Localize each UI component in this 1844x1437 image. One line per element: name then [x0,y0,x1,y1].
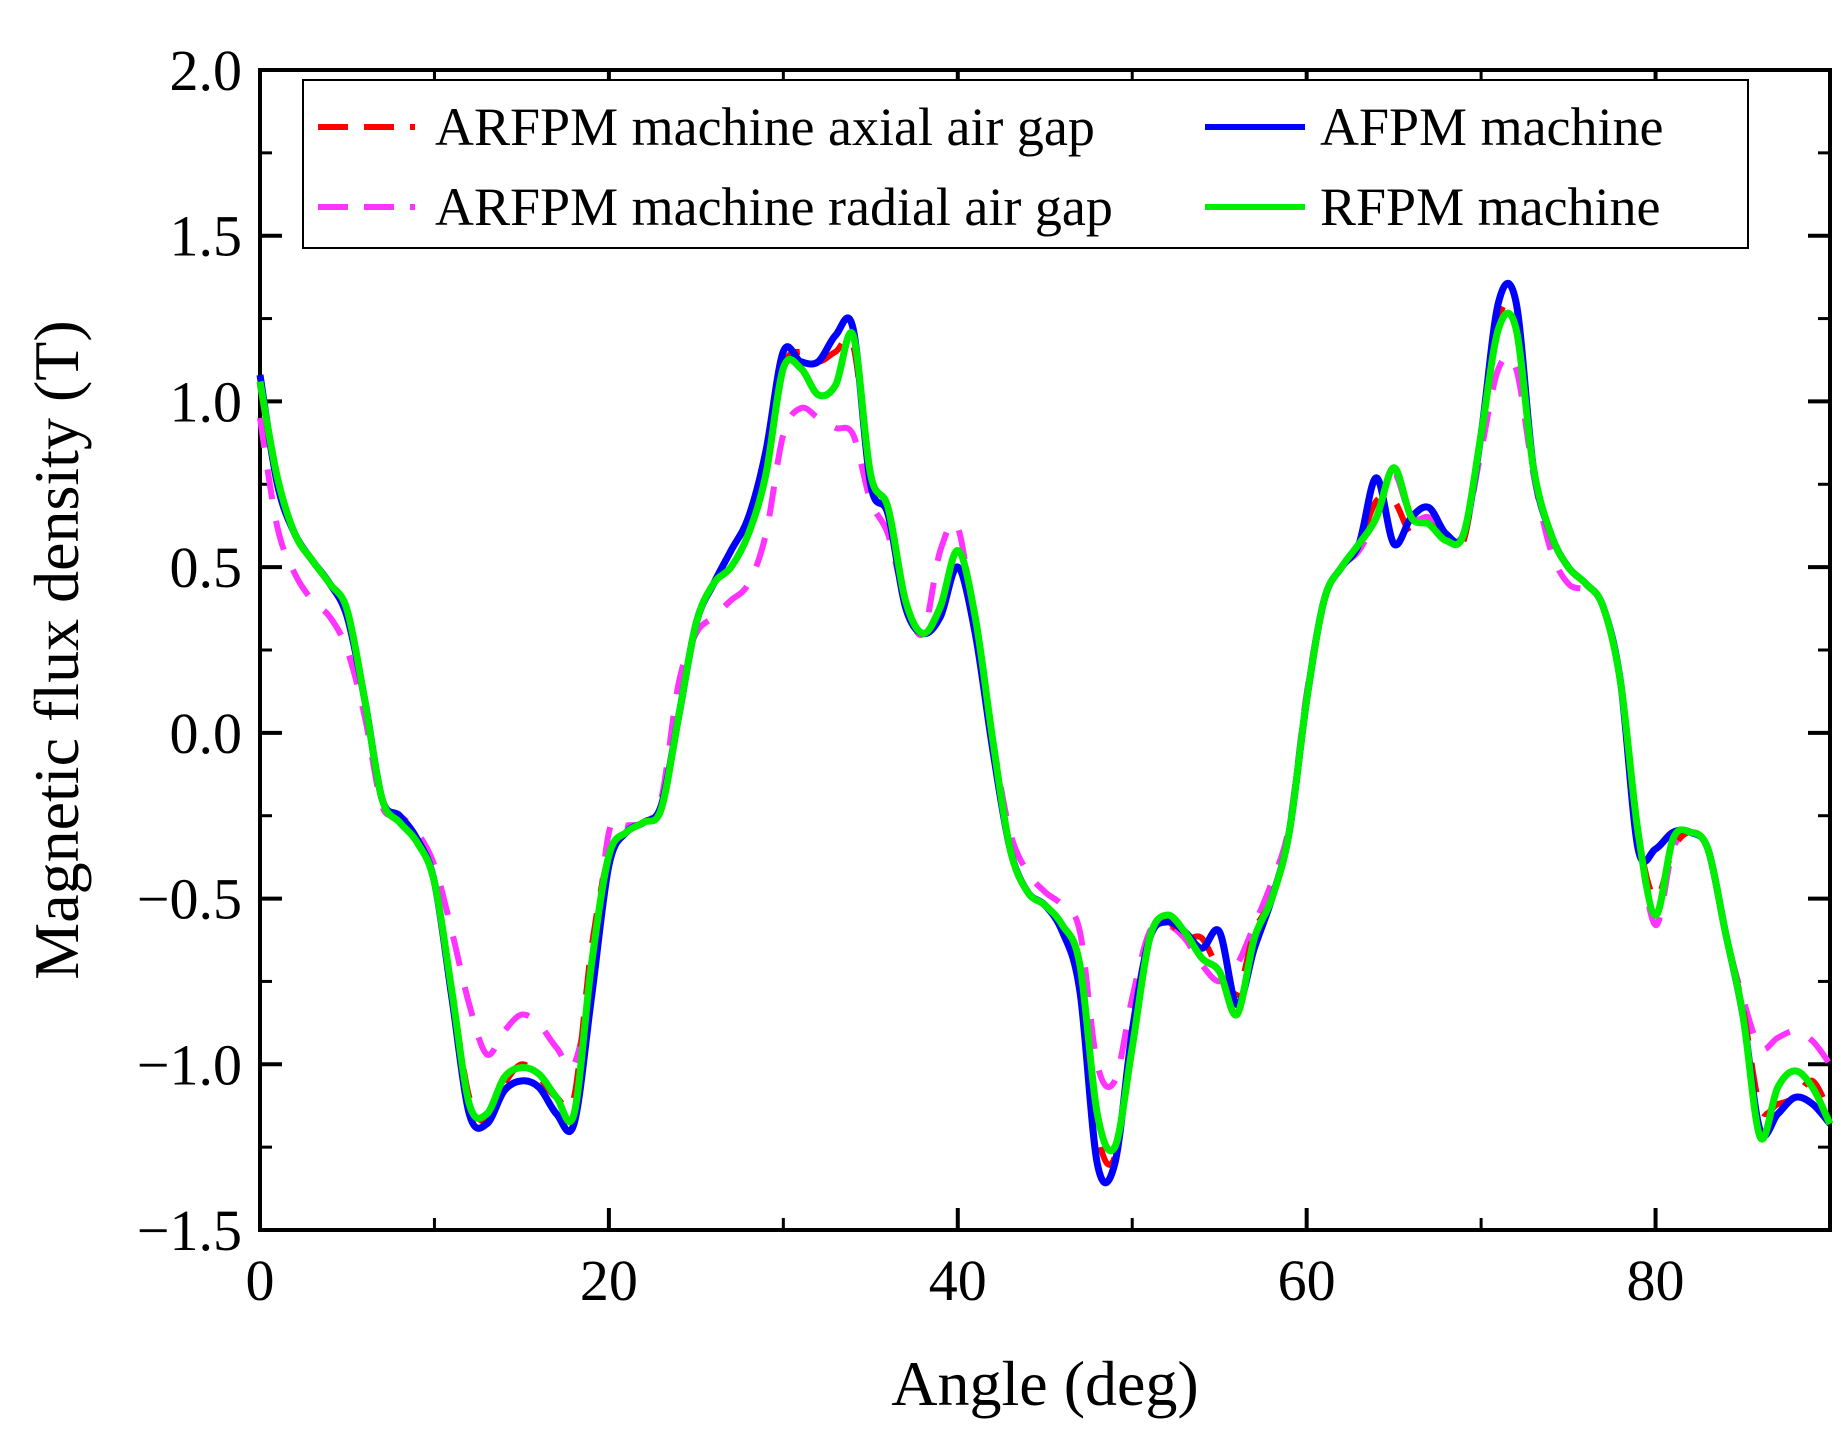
series-line-arfpm-axial [257,298,1833,1168]
legend-label-rfpm: RFPM machine [1320,177,1661,237]
legend-label-arfpm-axial: ARFPM machine axial air gap [435,97,1095,157]
x-tick-label: 80 [1627,1248,1685,1313]
y-tick-label: 2.0 [170,38,243,103]
y-tick-label: −1.0 [137,1032,242,1097]
y-tick-label: 1.0 [170,369,243,434]
x-tick-label: 40 [929,1248,987,1313]
legend-label-afpm: AFPM machine [1320,97,1664,157]
legend: ARFPM machine axial air gap AFPM machine… [302,79,1749,249]
series-line-afpm [256,279,1833,1187]
x-tick-label: 0 [246,1248,275,1313]
series-line-rfpm [256,309,1834,1155]
series-line-arfpm-radial [257,353,1833,1091]
y-tick-label: −1.5 [137,1198,242,1263]
series-layer [256,279,1834,1187]
y-tick-label: 1.5 [170,204,243,269]
x-tick-label: 20 [580,1248,638,1313]
y-tick-label: 0.5 [170,535,243,600]
legend-box [302,79,1749,249]
axis-ticks: 0 20 40 60 80 −1.5 −1.0 −0.5 0.0 0.5 1.0 1.5 2.0 [137,38,1830,1313]
legend-label-arfpm-radial: ARFPM machine radial air gap [435,177,1113,237]
y-axis-label: Magnetic flux density (T) [21,320,92,979]
y-tick-label: −0.5 [137,867,242,932]
x-tick-label: 60 [1278,1248,1336,1313]
y-tick-label: 0.0 [170,701,243,766]
x-axis-label: Angle (deg) [891,1348,1198,1419]
